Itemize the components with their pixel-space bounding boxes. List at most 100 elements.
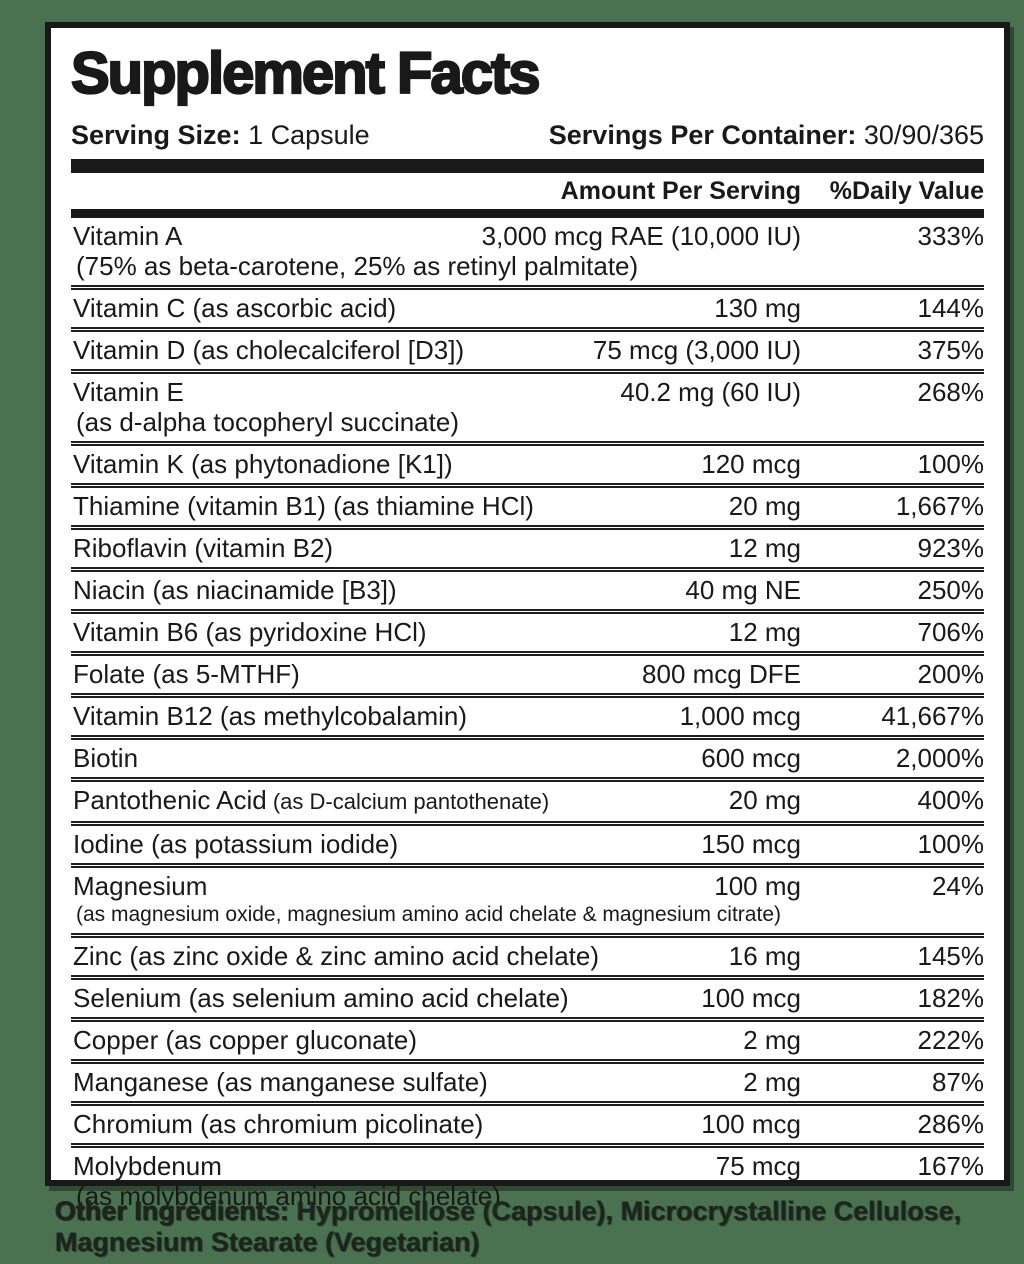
nutrient-daily-value: 182%	[917, 982, 985, 1013]
nutrient-amount: 130 mg	[714, 292, 801, 323]
row-separator	[71, 692, 984, 698]
nutrient-amount: 16 mg	[728, 940, 801, 971]
table-row: Vitamin B6 (as pyridoxine HCl) 12 mg 706%	[71, 614, 984, 651]
table-row: Manganese (as manganese sulfate) 2 mg 87%	[71, 1064, 984, 1101]
table-row: Copper (as copper gluconate) 2 mg 222%	[71, 1022, 984, 1059]
nutrient-amount: 2 mg	[743, 1024, 801, 1055]
nutrient-daily-value: 923%	[917, 532, 985, 563]
row-separator	[71, 524, 984, 530]
nutrient-name: Selenium (as selenium amino acid chelate…	[73, 982, 569, 1013]
nutrient-daily-value: 167%	[917, 1150, 985, 1181]
table-row: Riboflavin (vitamin B2) 12 mg 923%	[71, 530, 984, 567]
nutrient-name-note: (as D-calcium pantothenate)	[266, 788, 550, 814]
nutrient-daily-value: 2,000%	[895, 742, 984, 773]
row-separator	[71, 1058, 984, 1064]
nutrient-daily-value: 250%	[917, 574, 985, 605]
table-row: Zinc (as zinc oxide & zinc amino acid ch…	[71, 938, 984, 975]
nutrient-name: Vitamin K (as phytonadione [K1])	[73, 448, 453, 479]
table-row: Vitamin B12 (as methylcobalamin) 1,000 mc…	[71, 698, 984, 735]
row-separator	[71, 650, 984, 656]
serving-size-value: 1 Capsule	[248, 119, 370, 150]
nutrient-name: Iodine (as potassium iodide)	[73, 828, 399, 859]
table-row: Folate (as 5-MTHF) 800 mcg DFE 200%	[71, 656, 984, 693]
nutrient-amount: 100 mg	[714, 870, 801, 901]
row-separator	[71, 776, 984, 782]
nutrient-daily-value: 706%	[917, 616, 985, 647]
serving-size: Serving Size: 1 Capsule	[71, 119, 370, 151]
table-row: Vitamin E 40.2 mg (60 IU) 268% (as d-alpha …	[71, 374, 984, 441]
table-row: Selenium (as selenium amino acid chelate…	[71, 980, 984, 1017]
nutrient-source-note: (as d-alpha tocopheryl succinate)	[76, 406, 459, 437]
panel-title: Supplement Facts	[70, 41, 542, 106]
nutrient-amount: 40.2 mg (60 IU)	[620, 376, 801, 407]
nutrient-name: Manganese (as manganese sulfate)	[73, 1066, 488, 1097]
table-row: Molybdenum 75 mcg 167% (as molybdenum amino…	[71, 1148, 984, 1215]
divider-thick-header	[71, 208, 984, 218]
nutrient-daily-value: 87%	[931, 1066, 984, 1097]
nutrient-amount: 40 mg NE	[685, 574, 801, 605]
nutrient-name: Molybdenum	[73, 1150, 222, 1181]
servings-per-container: Servings Per Container: 30/90/365	[549, 119, 984, 151]
other-ingredients-label: Other Ingredients:	[55, 1196, 290, 1227]
nutrient-source-note: (as molybdenum amino acid chelate)	[76, 1180, 501, 1211]
nutrient-daily-value: 375%	[917, 334, 985, 365]
row-separator	[71, 862, 984, 868]
nutrient-name: Pantothenic Acid (as D-calcium pantothen…	[73, 784, 550, 815]
table-row: Niacin (as niacinamide [B3]) 40 mg NE 250%	[71, 572, 984, 609]
table-row: Iodine (as potassium iodide) 150 mcg 100%	[71, 826, 984, 863]
nutrient-amount: 100 mcg	[701, 1108, 801, 1139]
row-separator	[71, 326, 984, 332]
nutrient-amount: 2 mg	[743, 1066, 801, 1097]
row-separator	[71, 1100, 984, 1106]
nutrient-daily-value: 144%	[917, 292, 985, 323]
nutrient-name: Biotin	[73, 742, 139, 773]
row-separator	[71, 1016, 984, 1022]
table-row: Magnesium 100 mg 24% (as magnesium oxide, m…	[71, 868, 984, 933]
servings-per-container-value: 30/90/365	[863, 119, 984, 150]
row-separator	[71, 440, 984, 446]
nutrient-name: Chromium (as chromium picolinate)	[73, 1108, 484, 1139]
nutrient-daily-value: 333%	[917, 220, 985, 251]
nutrient-amount: 75 mcg (3,000 IU)	[592, 334, 801, 365]
table-row: Vitamin K (as phytonadione [K1]) 120 mcg 1…	[71, 446, 984, 483]
nutrient-daily-value: 100%	[917, 828, 985, 859]
table-row: Thiamine (vitamin B1) (as thiamine HCl) 2…	[71, 488, 984, 525]
nutrient-amount: 600 mcg	[701, 742, 801, 773]
nutrient-amount: 12 mg	[728, 616, 801, 647]
row-separator	[71, 932, 984, 938]
nutrient-daily-value: 286%	[917, 1108, 985, 1139]
nutrient-daily-value: 145%	[917, 940, 985, 971]
row-separator	[71, 284, 984, 290]
nutrient-daily-value: 100%	[917, 448, 985, 479]
daily-value-header: %Daily Value	[829, 176, 984, 205]
serving-size-label: Serving Size:	[71, 119, 241, 150]
nutrient-daily-value: 24%	[931, 870, 984, 901]
nutrient-amount: 20 mg	[728, 490, 801, 521]
row-separator	[71, 608, 984, 614]
row-separator	[71, 368, 984, 374]
row-separator	[71, 482, 984, 488]
nutrient-table: Vitamin A 3,000 mcg RAE (10,000 IU) 333% (7…	[71, 218, 984, 1215]
nutrient-name: Vitamin E	[73, 376, 184, 407]
column-headers: Amount Per Serving %Daily Value	[71, 173, 984, 209]
row-separator	[71, 974, 984, 980]
nutrient-amount: 800 mcg DFE	[642, 658, 801, 689]
nutrient-daily-value: 41,667%	[881, 700, 984, 731]
divider-thick-top	[71, 158, 984, 173]
serving-info: Serving Size: 1 Capsule Servings Per Con…	[71, 119, 984, 151]
nutrient-amount: 20 mg	[728, 784, 801, 815]
row-separator	[71, 820, 984, 826]
supplement-facts-panel: Supplement Facts Serving Size: 1 Capsule…	[45, 22, 1010, 1211]
table-row: Chromium (as chromium picolinate) 100 mcg…	[71, 1106, 984, 1143]
nutrient-source-note: (75% as beta-carotene, 25% as retinyl pa…	[76, 250, 639, 281]
nutrient-daily-value: 200%	[917, 658, 985, 689]
nutrient-name: Vitamin A	[73, 220, 183, 251]
nutrient-amount: 75 mcg	[715, 1150, 801, 1181]
nutrient-name: Niacin (as niacinamide [B3])	[73, 574, 397, 605]
table-row: Vitamin C (as ascorbic acid) 130 mg 144%	[71, 290, 984, 327]
nutrient-daily-value: 222%	[917, 1024, 985, 1055]
nutrient-name: Magnesium	[73, 870, 208, 901]
nutrient-name: Zinc (as zinc oxide & zinc amino acid ch…	[73, 940, 600, 971]
other-ingredients: Other Ingredients: Hypromellose (Capsule…	[55, 1196, 990, 1258]
